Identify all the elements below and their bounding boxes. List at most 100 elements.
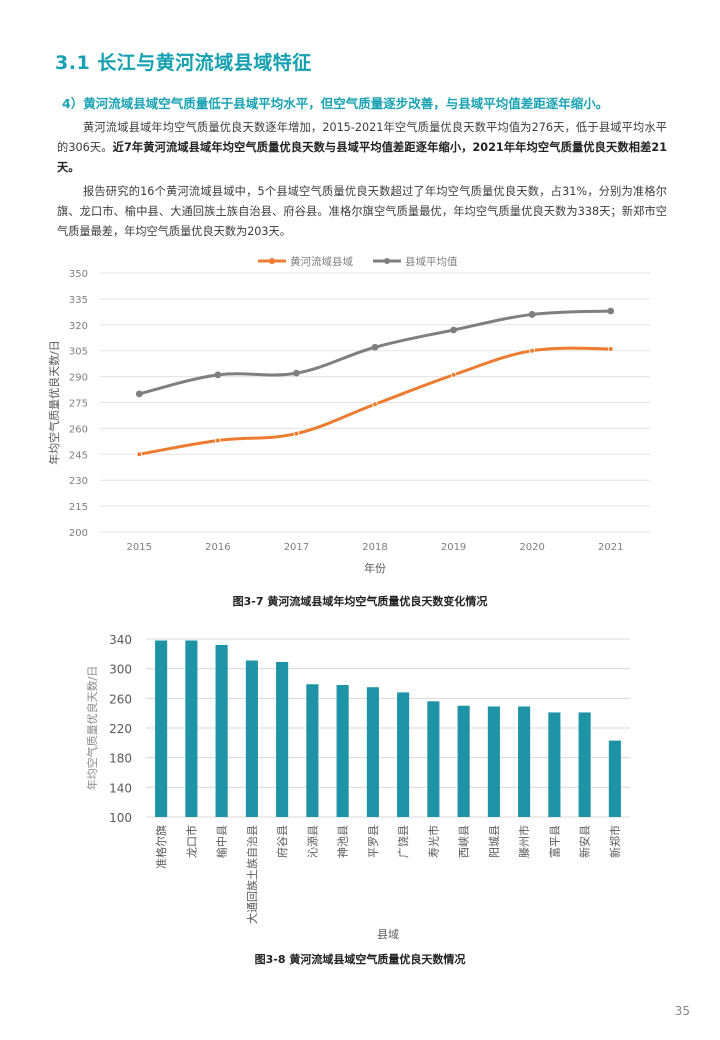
line-chart-x-ticks: 2015 2016 2017 2018 2019 2020 2021 [127, 542, 624, 553]
bar [276, 661, 289, 817]
bar [185, 640, 198, 817]
line-chart-y-label: 年均空气质量优良天数/日 [47, 340, 61, 465]
x-tick-label: 沁源县 [305, 825, 319, 858]
legend-label: 黄河流域县域 [290, 255, 353, 268]
y-tick-label: 305 [69, 347, 88, 358]
bar [487, 706, 500, 817]
x-tick-label: 榆中县 [215, 825, 229, 858]
y-tick-label: 100 [109, 811, 132, 825]
data-point [371, 343, 379, 351]
x-tick-label: 新郑市 [608, 825, 622, 858]
bar [155, 640, 168, 817]
series-line-yellow-river [139, 346, 611, 456]
bar-chart-x-label: 县域 [377, 928, 399, 941]
data-point [450, 326, 457, 334]
y-tick-label: 320 [69, 321, 88, 332]
bar [548, 712, 561, 817]
bar [245, 660, 258, 817]
data-point [607, 346, 614, 352]
paragraph-1-bold: 近7年黄河流域县域年均空气质量优良天数与县域平均值差距逐年缩小，2021年年均空… [57, 141, 667, 174]
section-title: 3.1 长江与黄河流域县域特征 [55, 52, 312, 74]
x-tick-label: 2016 [205, 542, 230, 553]
bar [366, 687, 379, 817]
page-number: 35 [674, 1004, 690, 1018]
x-tick-label: 新安县 [578, 825, 592, 858]
y-tick-label: 335 [69, 295, 88, 306]
line-chart-x-label: 年份 [364, 561, 386, 575]
paragraph-1: 黄河流域县域年均空气质量优良天数逐年增加，2015-2021年空气质量优良天数平… [57, 118, 667, 178]
bar [608, 740, 621, 817]
bar [518, 706, 531, 817]
x-tick-label: 2018 [362, 542, 387, 553]
bar-chart-caption: 图3-8 黄河流域县域空气质量优良天数情况 [254, 953, 466, 966]
bar-chart-y-label: 年均空气质量优良天数/日 [85, 666, 99, 791]
line-chart-legend: 黄河流域县域 县域平均值 [258, 255, 458, 268]
x-tick-label: 2021 [598, 542, 623, 553]
x-tick-label: 府谷县 [275, 825, 289, 858]
bar [578, 712, 591, 817]
bar [457, 705, 470, 817]
bar-chart-x-ticks: 准格尔旗 龙口市 榆中县 大通回族土族自治县 府谷县 沁源县 神池县 平罗县 广饶县 寿光市 西峡县… [154, 825, 622, 924]
x-tick-label: 西峡县 [457, 825, 471, 858]
y-tick-label: 340 [109, 633, 132, 647]
y-tick-label: 220 [109, 722, 132, 736]
x-tick-label: 大通回族土族自治县 [245, 825, 259, 924]
paragraph-2: 报告研究的16个黄河流域县域中，5个县域空气质量优良天数超过了年均空气质量优良天… [57, 182, 667, 242]
y-tick-label: 275 [69, 399, 88, 410]
paragraph-2-text: 报告研究的16个黄河流域县域中，5个县域空气质量优良天数超过了年均空气质量优良天… [57, 185, 667, 238]
y-tick-label: 215 [69, 502, 88, 513]
x-tick-label: 富平县 [547, 825, 561, 858]
bar-chart: 100 140 180 220 260 300 340 准格尔旗 龙口市 榆中县 大通回族土族自治… [85, 633, 630, 941]
y-tick-label: 180 [109, 752, 132, 766]
line-chart-grid [100, 272, 650, 533]
data-point [136, 451, 143, 458]
y-tick-label: 350 [69, 269, 88, 280]
data-point [215, 437, 221, 444]
x-tick-label: 滕州市 [517, 825, 531, 858]
paragraph-1-text: 黄河流域县域年均空气质量优良天数逐年增加，2015-2021年空气质量优良天数平… [57, 121, 667, 154]
x-tick-label: 2020 [519, 542, 544, 553]
x-tick-label: 2017 [284, 542, 309, 553]
bar [336, 684, 349, 817]
line-chart-series [135, 307, 615, 458]
data-point [214, 371, 222, 379]
x-tick-label: 准格尔旗 [154, 825, 168, 869]
bar-chart-bars [155, 640, 621, 817]
y-tick-label: 290 [69, 373, 88, 384]
bar [306, 684, 319, 817]
data-point [372, 401, 378, 408]
data-point [135, 390, 143, 398]
legend-marker [384, 258, 390, 264]
legend-label: 县域平均值 [405, 255, 458, 268]
y-tick-label: 300 [109, 663, 132, 677]
x-tick-label: 2019 [441, 542, 466, 553]
x-tick-label: 龙口市 [184, 825, 198, 858]
x-tick-label: 广饶县 [397, 825, 410, 858]
bar [427, 701, 440, 817]
data-point [450, 372, 457, 378]
x-tick-label: 寿光市 [426, 825, 440, 858]
x-tick-label: 平罗县 [367, 825, 380, 858]
y-tick-label: 245 [69, 450, 88, 461]
bar-chart-y-ticks: 100 140 180 220 260 300 340 [109, 633, 132, 825]
bar [215, 644, 228, 817]
y-tick-label: 140 [109, 781, 132, 795]
data-point [607, 307, 615, 315]
bar [397, 692, 410, 817]
subheading: 4）黄河流域县域空气质量低于县域平均水平，但空气质量逐步改善，与县域平均值差距逐… [62, 96, 609, 111]
x-tick-label: 神池县 [336, 825, 350, 858]
x-tick-label: 2015 [127, 542, 152, 553]
line-chart-caption: 图3-7 黄河流域县域年均空气质量优良天数变化情况 [232, 595, 488, 608]
data-point [293, 369, 300, 377]
series-line-county-average [138, 309, 611, 396]
y-tick-label: 200 [69, 528, 88, 539]
data-point [528, 311, 536, 318]
y-tick-label: 230 [69, 476, 88, 487]
y-tick-label: 260 [109, 692, 132, 706]
y-tick-label: 260 [69, 424, 88, 435]
x-tick-label: 阳城县 [488, 825, 501, 858]
legend-marker [269, 258, 275, 264]
line-chart-y-ticks: 200 215 230 245 260 275 290 305 320 335 350 [69, 269, 88, 539]
data-point [529, 347, 535, 354]
